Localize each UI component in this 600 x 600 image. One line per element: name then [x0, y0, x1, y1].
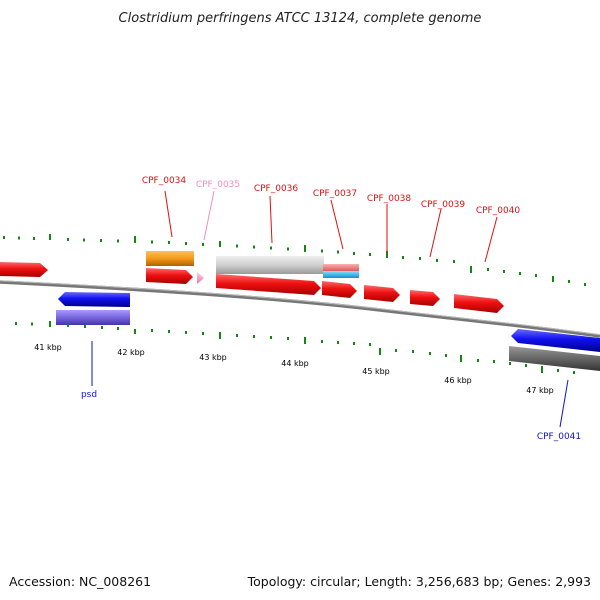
- genome-backbone: [0, 280, 600, 338]
- label-psd: psd: [81, 390, 97, 400]
- gene-cpf-0039[interactable]: [410, 290, 440, 306]
- accession-text: Accession: NC_008261: [9, 574, 151, 589]
- scale-label-43: 43 kbp: [199, 353, 227, 362]
- gene-cpf-0040[interactable]: [454, 294, 504, 313]
- gene-cpf-0038[interactable]: [364, 285, 400, 302]
- map-title: Clostridium perfringens ATCC 13124, comp…: [119, 11, 482, 26]
- gene-cpf-0041[interactable]: [511, 329, 600, 352]
- genome-backbone-highlight: [0, 280, 600, 336]
- label-cpf-0035: CPF_0035: [196, 180, 240, 190]
- gene-left-edge[interactable]: [0, 262, 48, 277]
- gene-cpf-0037[interactable]: [322, 281, 357, 298]
- dark-grey-feature[interactable]: [509, 346, 600, 371]
- scale-label-46: 46 kbp: [444, 376, 472, 385]
- orange-feature[interactable]: [146, 251, 194, 266]
- genome-stats-text: Topology: circular; Length: 3,256,683 bp…: [247, 574, 591, 589]
- outer-tick-row: [3, 234, 586, 286]
- scale-label-42: 42 kbp: [117, 348, 145, 357]
- label-cpf-0041: CPF_0041: [537, 432, 581, 442]
- grey-feature[interactable]: [216, 256, 324, 274]
- inner-tick-row: [15, 321, 575, 374]
- label-cpf-0037: CPF_0037: [313, 189, 357, 199]
- scale-label-45: 45 kbp: [362, 367, 390, 376]
- violet-feature[interactable]: [56, 310, 130, 325]
- scale-label-44: 44 kbp: [281, 359, 309, 368]
- scale-label-41: 41 kbp: [34, 343, 62, 352]
- label-cpf-0040: CPF_0040: [476, 206, 521, 216]
- gene-cpf-0034[interactable]: [146, 268, 193, 284]
- label-cpf-0036: CPF_0036: [254, 184, 299, 194]
- label-cpf-0039: CPF_0039: [421, 200, 466, 210]
- gene-psd[interactable]: [58, 292, 130, 307]
- label-leaders: [91, 190, 569, 428]
- label-cpf-0034: CPF_0034: [142, 176, 187, 186]
- gene-cpf-0036[interactable]: [216, 274, 321, 295]
- gene-cpf-0035[interactable]: [197, 272, 204, 284]
- label-cpf-0038: CPF_0038: [367, 194, 412, 204]
- cyan-feature[interactable]: [323, 271, 359, 278]
- salmon-feature[interactable]: [323, 264, 359, 271]
- scale-label-47: 47 kbp: [526, 386, 554, 395]
